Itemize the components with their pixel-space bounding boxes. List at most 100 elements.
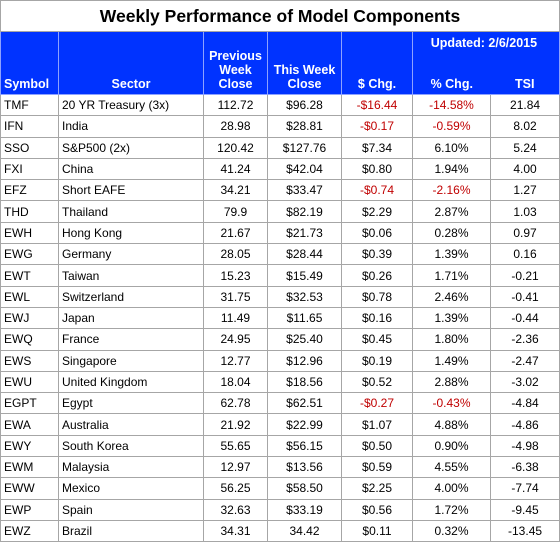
cell-symbol: EWA xyxy=(0,413,59,436)
cell-tsi: -4.86 xyxy=(489,413,560,436)
table-row: EWL Switzerland 31.75 $32.53 $0.78 2.46% -0.41 xyxy=(0,285,560,308)
cell-tsi: -0.41 xyxy=(489,285,560,308)
cell-symbol: EWY xyxy=(0,434,59,458)
cell-dollar-chg: $0.11 xyxy=(341,519,413,543)
cell-symbol: EWU xyxy=(0,370,59,394)
cell-dollar-chg: $7.34 xyxy=(341,136,413,159)
cell-sector: Malaysia xyxy=(58,456,204,479)
table-row: EWY South Korea 55.65 $56.15 $0.50 0.90% -4.98 xyxy=(0,434,560,458)
cell-pct-chg: -14.58% xyxy=(412,93,491,117)
cell-prev-close: 28.98 xyxy=(203,115,268,138)
cell-this-close: $96.28 xyxy=(267,93,342,117)
cell-tsi: 1.27 xyxy=(489,179,560,202)
cell-this-close: $22.99 xyxy=(267,413,342,436)
cell-this-close: $56.15 xyxy=(267,434,342,458)
cell-prev-close: 41.24 xyxy=(203,157,268,181)
cell-pct-chg: 1.72% xyxy=(412,498,491,521)
cell-tsi: -0.44 xyxy=(489,306,560,330)
cell-prev-close: 112.72 xyxy=(203,93,268,117)
cell-dollar-chg: $0.39 xyxy=(341,243,413,266)
cell-tsi: -2.47 xyxy=(489,349,560,372)
cell-sector: Switzerland xyxy=(58,285,204,308)
cell-sector: Brazil xyxy=(58,519,204,543)
table-body: TMF 20 YR Treasury (3x) 112.72 $96.28 -$16.4… xyxy=(0,93,560,543)
cell-tsi: 0.16 xyxy=(489,243,560,266)
cell-this-close: $11.65 xyxy=(267,306,342,330)
cell-prev-close: 12.77 xyxy=(203,349,268,372)
cell-dollar-chg: $0.16 xyxy=(341,306,413,330)
cell-tsi: 0.97 xyxy=(489,221,560,245)
cell-dollar-chg: $0.06 xyxy=(341,221,413,245)
col-header-this-close-line1: This Week xyxy=(273,63,336,77)
cell-sector: Australia xyxy=(58,413,204,436)
col-header-this-close: This Week Close xyxy=(267,31,342,95)
cell-pct-chg: 0.90% xyxy=(412,434,491,458)
cell-this-close: $33.19 xyxy=(267,498,342,521)
table-row: IFN India 28.98 $28.81 -$0.17 -0.59% 8.02 xyxy=(0,115,560,138)
cell-tsi: 4.00 xyxy=(489,157,560,181)
table-row: EWS Singapore 12.77 $12.96 $0.19 1.49% -2.47 xyxy=(0,349,560,372)
cell-this-close: $15.49 xyxy=(267,264,342,287)
cell-prev-close: 11.49 xyxy=(203,306,268,330)
cell-prev-close: 31.75 xyxy=(203,285,268,308)
cell-dollar-chg: $0.80 xyxy=(341,157,413,181)
cell-symbol: EWL xyxy=(0,285,59,308)
cell-this-close: $25.40 xyxy=(267,328,342,351)
cell-dollar-chg: $0.56 xyxy=(341,498,413,521)
table-row: EWZ Brazil 34.31 34.42 $0.11 0.32% -13.45 xyxy=(0,519,560,543)
table-row: EWW Mexico 56.25 $58.50 $2.25 4.00% -7.74 xyxy=(0,477,560,500)
table-row: EWA Australia 21.92 $22.99 $1.07 4.88% -4.86 xyxy=(0,413,560,436)
col-header-pct-chg: % Chg. xyxy=(430,77,473,91)
cell-prev-close: 21.92 xyxy=(203,413,268,436)
cell-this-close: 34.42 xyxy=(267,519,342,543)
col-header-prev-close: Previous Week Close xyxy=(203,31,268,95)
cell-sector: Japan xyxy=(58,306,204,330)
cell-this-close: $33.47 xyxy=(267,179,342,202)
cell-sector: Mexico xyxy=(58,477,204,500)
cell-prev-close: 21.67 xyxy=(203,221,268,245)
cell-pct-chg: -0.59% xyxy=(412,115,491,138)
cell-this-close: $18.56 xyxy=(267,370,342,394)
cell-pct-chg: 1.39% xyxy=(412,243,491,266)
cell-symbol: EFZ xyxy=(0,179,59,202)
cell-prev-close: 34.31 xyxy=(203,519,268,543)
cell-pct-chg: 6.10% xyxy=(412,136,491,159)
cell-symbol: EGPT xyxy=(0,392,59,415)
cell-sector: Short EAFE xyxy=(58,179,204,202)
cell-sector: Spain xyxy=(58,498,204,521)
cell-pct-chg: 4.55% xyxy=(412,456,491,479)
cell-this-close: $42.04 xyxy=(267,157,342,181)
cell-symbol: TMF xyxy=(0,93,59,117)
col-header-tsi: TSI xyxy=(515,77,535,91)
cell-pct-chg: 4.00% xyxy=(412,477,491,500)
title-row: Weekly Performance of Model Components xyxy=(0,0,560,32)
cell-tsi: -0.21 xyxy=(489,264,560,287)
cell-dollar-chg: $0.78 xyxy=(341,285,413,308)
cell-pct-chg: 1.94% xyxy=(412,157,491,181)
cell-tsi: 8.02 xyxy=(489,115,560,138)
cell-tsi: 21.84 xyxy=(489,93,560,117)
cell-dollar-chg: $0.45 xyxy=(341,328,413,351)
cell-dollar-chg: $0.59 xyxy=(341,456,413,479)
table-row: EWG Germany 28.05 $28.44 $0.39 1.39% 0.16 xyxy=(0,243,560,266)
cell-tsi: -6.38 xyxy=(489,456,560,479)
cell-prev-close: 62.78 xyxy=(203,392,268,415)
cell-sector: United Kingdom xyxy=(58,370,204,394)
cell-prev-close: 120.42 xyxy=(203,136,268,159)
cell-tsi: -2.36 xyxy=(489,328,560,351)
cell-tsi: -13.45 xyxy=(489,519,560,543)
cell-symbol: EWP xyxy=(0,498,59,521)
cell-pct-chg: -2.16% xyxy=(412,179,491,202)
page-title: Weekly Performance of Model Components xyxy=(0,0,560,32)
cell-dollar-chg: -$16.44 xyxy=(341,93,413,117)
table-row: THD Thailand 79.9 $82.19 $2.29 2.87% 1.03 xyxy=(0,200,560,223)
cell-sector: Germany xyxy=(58,243,204,266)
col-header-prev-close-line2: Week xyxy=(219,63,252,77)
cell-tsi: 5.24 xyxy=(489,136,560,159)
cell-symbol: EWW xyxy=(0,477,59,500)
cell-dollar-chg: $0.19 xyxy=(341,349,413,372)
cell-sector: France xyxy=(58,328,204,351)
cell-symbol: EWZ xyxy=(0,519,59,543)
cell-pct-chg: 0.32% xyxy=(412,519,491,543)
table-row: SSO S&P500 (2x) 120.42 $127.76 $7.34 6.10% 5.2… xyxy=(0,136,560,159)
